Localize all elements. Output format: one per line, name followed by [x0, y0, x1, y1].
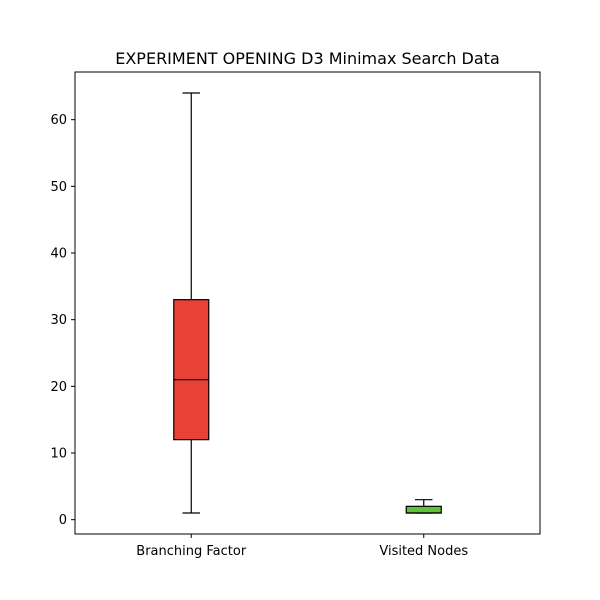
- y-tick-label: 20: [50, 380, 67, 395]
- box-body: [405, 505, 442, 514]
- y-tick-label: 30: [50, 313, 67, 328]
- y-tick-label: 10: [50, 447, 67, 462]
- box-branching-factor: [173, 92, 210, 514]
- y-tick-label: 50: [50, 180, 67, 195]
- x-axis: Branching Factor Visited Nodes: [136, 534, 468, 559]
- y-tick-label: 40: [50, 247, 67, 262]
- axes-frame: [74, 71, 541, 535]
- box-body: [173, 299, 210, 441]
- y-tick-label: 60: [50, 113, 67, 128]
- plot-area: [74, 71, 541, 535]
- x-tick-label: Branching Factor: [136, 544, 247, 559]
- box-visited-nodes: [405, 499, 442, 514]
- chart-title: EXPERIMENT OPENING D3 Minimax Search Dat…: [115, 49, 500, 68]
- x-tick-label: Visited Nodes: [379, 544, 468, 559]
- y-tick-label: 0: [59, 513, 67, 528]
- y-axis: 0 10 20 30 40 50 60: [50, 113, 75, 528]
